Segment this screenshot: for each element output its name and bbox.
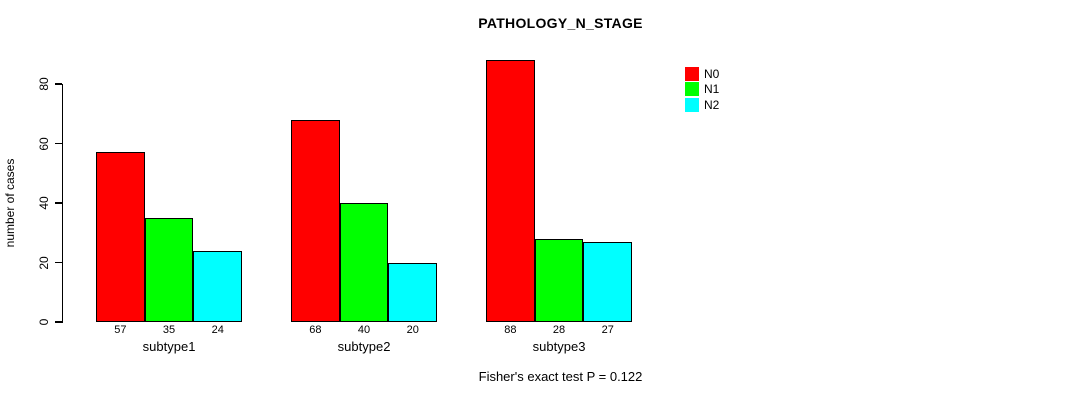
legend-swatch-N1 [685, 82, 699, 97]
legend-label-N2: N2 [704, 97, 720, 112]
bar-value-label: 27 [601, 324, 614, 336]
bar-subtype1-N0 [96, 152, 145, 322]
bar-subtype2-N1 [339, 203, 389, 322]
chart-title: PATHOLOGY_N_STAGE [478, 15, 643, 31]
legend-row-N0: N0 [685, 67, 719, 81]
legend: N0 N1 N2 [685, 67, 719, 113]
bar-value-label: 24 [211, 324, 224, 336]
bar-subtype3-N2 [583, 241, 633, 322]
bar-value-label: 57 [114, 324, 127, 336]
bar-value-label: 40 [357, 324, 371, 336]
y-tick-mark [55, 83, 62, 85]
bar-value-label: 35 [162, 324, 176, 336]
bar-value-label: 68 [309, 324, 322, 336]
y-tick-mark [55, 202, 62, 204]
y-tick-label: 60 [37, 136, 51, 151]
legend-swatch-N2 [685, 97, 699, 112]
footer-annotation: Fisher's exact test P = 0.122 [478, 369, 643, 384]
group-label-subtype3: subtype3 [532, 339, 586, 354]
y-tick-mark [55, 261, 62, 264]
bar-value-label: 88 [504, 324, 517, 336]
y-tick-label: 0 [37, 318, 51, 326]
legend-row-N2: N2 [685, 97, 720, 112]
group-label-subtype2: subtype2 [337, 339, 391, 354]
bar-value-label: 28 [552, 324, 566, 336]
legend-swatch-N0 [685, 67, 699, 81]
y-axis-label: number of cases [3, 158, 17, 248]
y-tick-label: 40 [37, 196, 51, 210]
y-tick-mark [55, 142, 62, 145]
group-label-subtype1: subtype1 [142, 339, 196, 354]
y-axis-line [62, 84, 64, 323]
bar-value-label: 20 [406, 324, 419, 336]
bar-subtype2-N2 [388, 262, 438, 322]
legend-row-N1: N1 [685, 82, 720, 97]
bar-subtype3-N1 [534, 238, 584, 322]
bar-subtype2-N0 [291, 119, 340, 322]
bar-subtype3-N0 [486, 60, 535, 322]
y-tick-mark [55, 321, 62, 323]
legend-label-N0: N0 [704, 67, 720, 81]
legend-label-N1: N1 [704, 82, 720, 97]
y-tick-label: 80 [37, 77, 51, 91]
bar-subtype1-N2 [193, 250, 243, 322]
bar-subtype1-N1 [144, 217, 194, 322]
y-tick-label: 20 [37, 255, 51, 270]
